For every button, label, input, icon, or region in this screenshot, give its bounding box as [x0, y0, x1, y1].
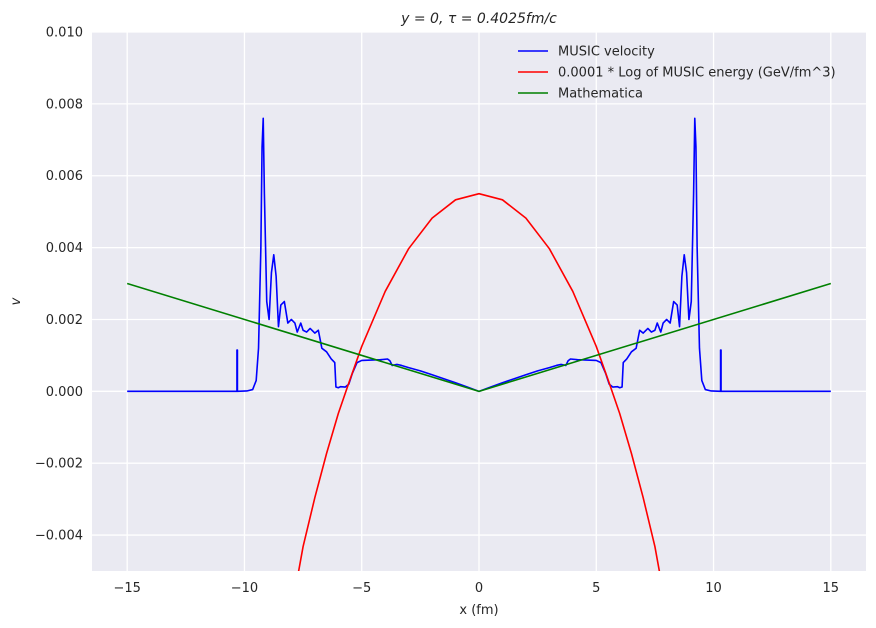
x-tick-label: 0	[475, 581, 483, 596]
y-axis-ticks: −0.004 −0.002 0.000 0.002 0.004 0.006 0.008 0.0…	[35, 26, 83, 544]
chart-title: y = 0, τ = 0.4025fm/c	[400, 11, 557, 27]
series-line-2	[297, 192, 661, 571]
legend-label: MUSIC velocity	[558, 45, 655, 60]
x-axis-label: x (fm)	[459, 603, 498, 618]
x-tick-label: −5	[352, 581, 371, 596]
y-tick-label: −0.002	[35, 457, 83, 472]
y-tick-label: 0.000	[46, 385, 83, 400]
y-tick-label: −0.004	[35, 529, 83, 544]
x-tick-label: 10	[705, 581, 722, 596]
x-tick-label: 15	[823, 581, 840, 596]
y-tick-label: 0.010	[46, 26, 83, 41]
x-tick-label: −15	[113, 581, 140, 596]
series-line-3	[126, 282, 832, 393]
x-axis-ticks: −15 −10 −5 0 5 10 15	[113, 581, 839, 596]
legend-label: Mathematica	[558, 87, 643, 102]
x-tick-label: −10	[231, 581, 258, 596]
legend: MUSIC velocity 0.0001 * Log of MUSIC ener…	[518, 45, 836, 102]
y-axis-label: v	[9, 297, 24, 305]
y-tick-label: 0.006	[46, 169, 83, 184]
y-tick-label: 0.008	[46, 97, 83, 112]
y-tick-label: 0.004	[46, 241, 83, 256]
x-tick-label: 5	[592, 581, 600, 596]
legend-label: 0.0001 * Log of MUSIC energy (GeV/fm^3)	[558, 66, 836, 81]
series-layer	[126, 117, 832, 571]
y-tick-label: 0.002	[46, 313, 83, 328]
